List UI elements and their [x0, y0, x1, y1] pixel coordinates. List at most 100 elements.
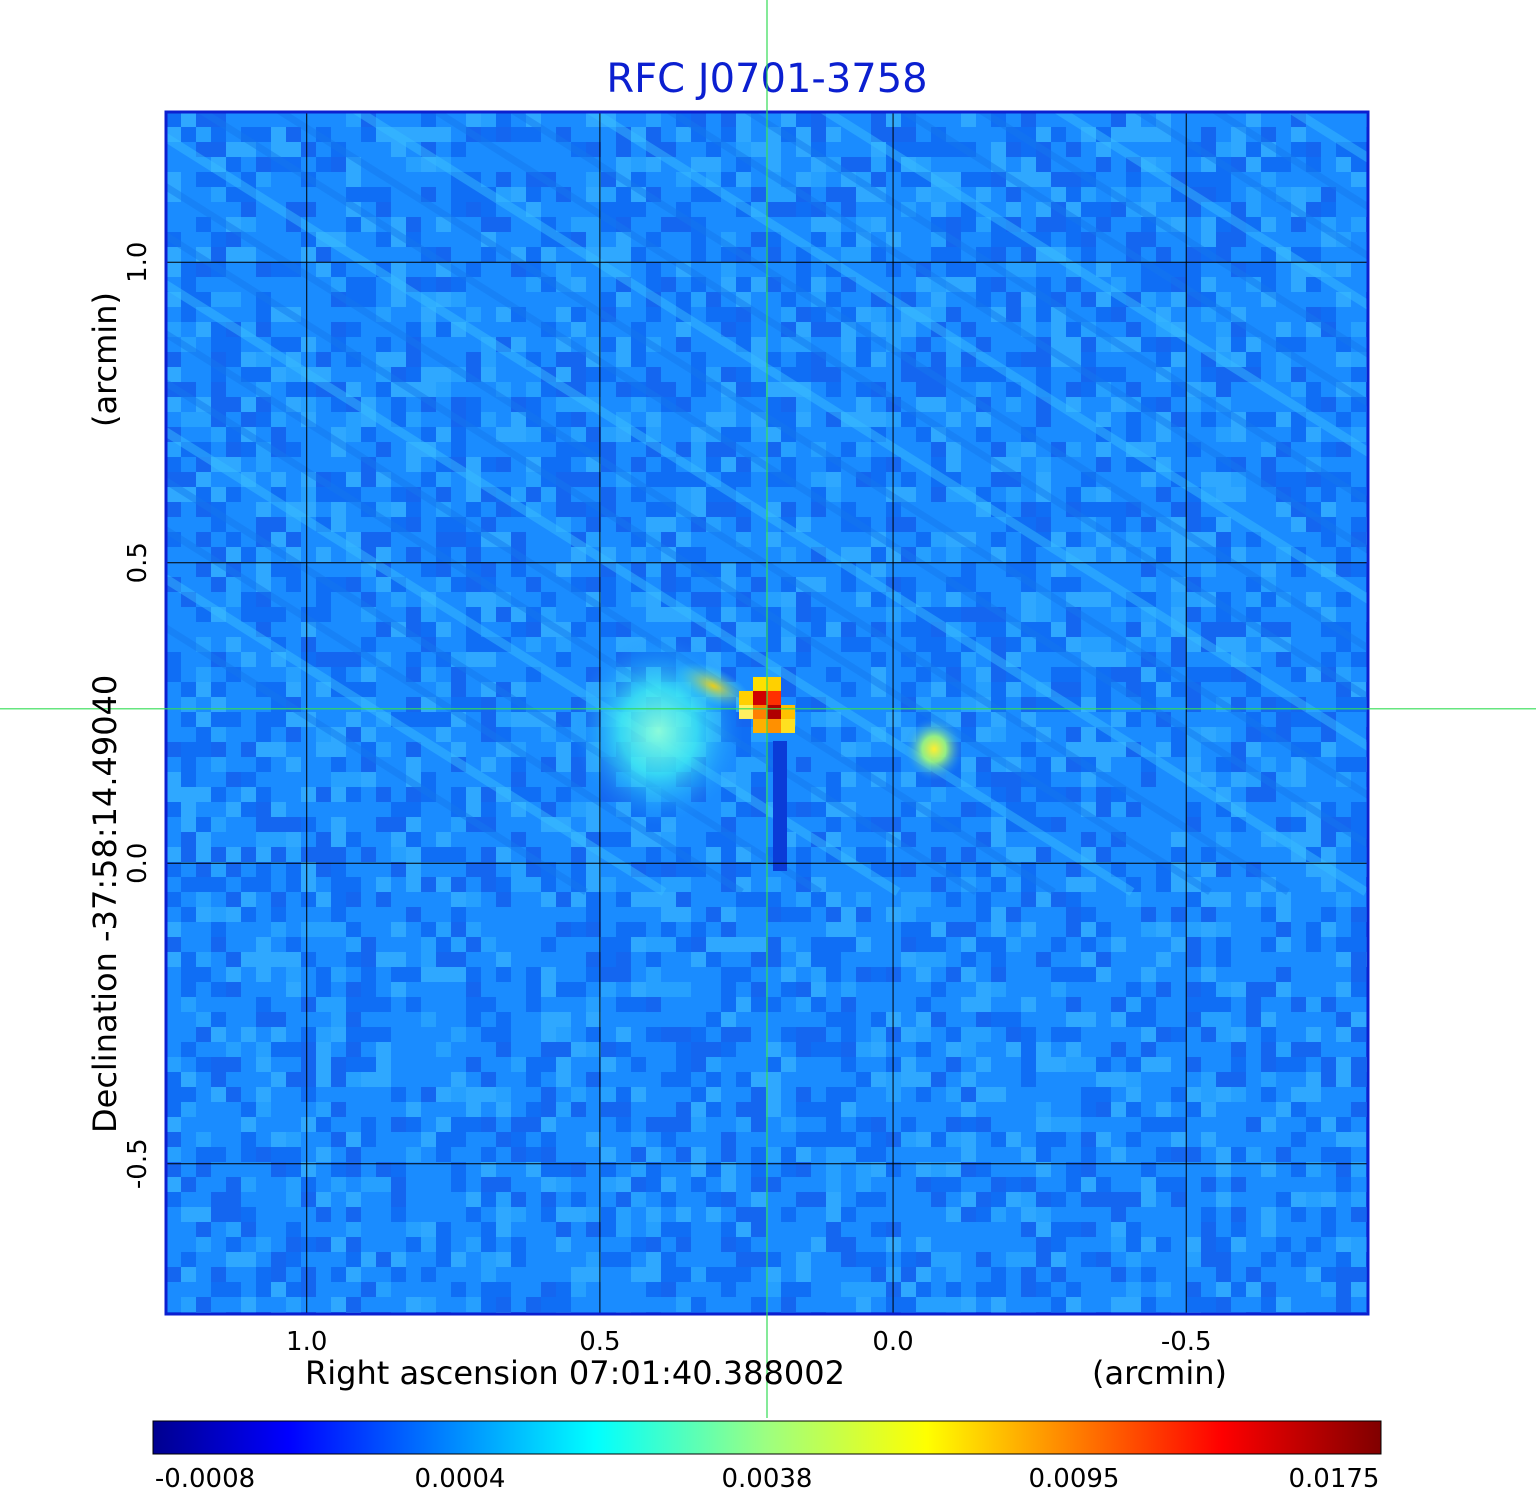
noise-cell	[961, 1042, 976, 1057]
noise-cell	[991, 277, 1006, 292]
noise-cell	[271, 442, 286, 457]
noise-cell	[1216, 517, 1231, 532]
noise-cell	[751, 652, 766, 667]
noise-cell	[331, 1102, 346, 1117]
noise-cell	[586, 922, 601, 937]
noise-cell	[181, 412, 196, 427]
noise-cell	[1216, 862, 1231, 877]
noise-cell	[256, 562, 271, 577]
noise-cell	[226, 397, 241, 412]
noise-cell	[1201, 1027, 1216, 1042]
noise-cell	[421, 142, 436, 157]
noise-cell	[646, 127, 661, 142]
noise-cell	[226, 907, 241, 922]
noise-cell	[316, 1147, 331, 1162]
noise-cell	[451, 907, 466, 922]
noise-cell	[1336, 412, 1351, 427]
noise-cell	[1096, 697, 1111, 712]
noise-cell	[181, 787, 196, 802]
noise-cell	[736, 1207, 751, 1222]
noise-cell	[211, 1267, 226, 1282]
noise-cell	[241, 427, 256, 442]
noise-cell	[1006, 202, 1021, 217]
noise-cell	[916, 1072, 931, 1087]
noise-cell	[1231, 772, 1246, 787]
noise-cell	[406, 772, 421, 787]
noise-cell	[751, 382, 766, 397]
noise-cell	[346, 577, 361, 592]
noise-cell	[271, 1267, 286, 1282]
noise-cell	[1081, 382, 1096, 397]
noise-cell	[976, 172, 991, 187]
noise-cell	[1261, 247, 1276, 262]
noise-cell	[1126, 1087, 1141, 1102]
noise-cell	[601, 577, 616, 592]
sidelobe-stripe	[1132, 112, 1368, 261]
noise-cell	[751, 337, 766, 352]
noise-cell	[1261, 172, 1276, 187]
noise-cell	[871, 772, 886, 787]
noise-cell	[1081, 592, 1096, 607]
noise-cell	[1141, 457, 1156, 472]
noise-cell	[1276, 157, 1291, 172]
noise-cell	[781, 1162, 796, 1177]
noise-cell	[631, 532, 646, 547]
noise-cell	[1066, 142, 1081, 157]
noise-cell	[376, 622, 391, 637]
noise-cell	[856, 517, 871, 532]
noise-cell	[1081, 1222, 1096, 1237]
noise-cell	[211, 877, 226, 892]
noise-cell	[421, 607, 436, 622]
noise-cell	[811, 832, 826, 847]
noise-cell	[1066, 667, 1081, 682]
noise-cell	[496, 892, 511, 907]
noise-cell	[241, 1147, 256, 1162]
noise-cell	[931, 382, 946, 397]
noise-cell	[961, 1132, 976, 1147]
colorbar-tick-label: -0.0008	[155, 1464, 255, 1494]
noise-cell	[1321, 1192, 1336, 1207]
noise-cell	[421, 472, 436, 487]
noise-cell	[301, 1192, 316, 1207]
noise-cell	[1141, 472, 1156, 487]
noise-cell	[196, 112, 211, 127]
noise-cell	[1276, 412, 1291, 427]
noise-cell	[961, 1102, 976, 1117]
noise-cell	[1291, 1162, 1306, 1177]
noise-cell	[946, 1252, 961, 1267]
noise-cell	[826, 1087, 841, 1102]
noise-cell	[1066, 202, 1081, 217]
noise-cell	[1036, 622, 1051, 637]
noise-cell	[1051, 217, 1066, 232]
noise-cell	[1231, 817, 1246, 832]
noise-cell	[481, 1282, 496, 1297]
noise-cell	[796, 847, 811, 862]
noise-cell	[1036, 1132, 1051, 1147]
source-components	[573, 636, 965, 871]
noise-cell	[916, 1282, 931, 1297]
noise-cell	[346, 412, 361, 427]
noise-cell	[166, 742, 181, 757]
noise-cell	[511, 757, 526, 772]
noise-cell	[196, 142, 211, 157]
noise-cell	[976, 1252, 991, 1267]
noise-cell	[751, 367, 766, 382]
noise-cell	[511, 307, 526, 322]
noise-cell	[466, 397, 481, 412]
noise-cell	[1126, 127, 1141, 142]
noise-cell	[571, 442, 586, 457]
noise-cell	[211, 922, 226, 937]
noise-cell	[1111, 127, 1126, 142]
noise-cell	[571, 217, 586, 232]
noise-cell	[1171, 577, 1186, 592]
noise-cell	[721, 232, 736, 247]
noise-cell	[1261, 442, 1276, 457]
noise-cell	[1081, 547, 1096, 562]
noise-cell	[301, 337, 316, 352]
noise-cell	[1066, 727, 1081, 742]
noise-cell	[766, 1057, 781, 1072]
noise-cell	[1306, 187, 1321, 202]
noise-cell	[1351, 367, 1366, 382]
noise-cell	[646, 142, 661, 157]
noise-cell	[856, 1282, 871, 1297]
